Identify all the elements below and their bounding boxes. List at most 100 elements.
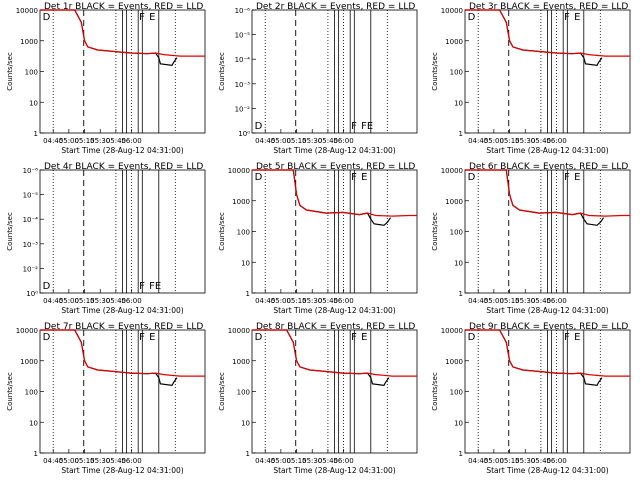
x-tick-label: 06:00	[546, 137, 566, 145]
detector-panel-7: Det 7r BLACK = Events, RED = LLD Counts/s…	[6, 322, 206, 475]
y-tick-label: 1000	[445, 198, 463, 206]
x-tick-label: 05:45	[531, 137, 551, 145]
y-tick-label: 100	[450, 69, 463, 77]
y-tick-label: 10⁻⁴	[23, 216, 39, 224]
series-events	[465, 329, 603, 387]
y-tick-label: 1	[459, 450, 463, 458]
panel-title: Det 3r BLACK = Events, RED = LLD	[469, 2, 628, 12]
y-tick-label: 10	[454, 259, 463, 267]
y-tick-label: 100	[450, 389, 463, 397]
x-tick-label: 05:45	[318, 137, 338, 145]
panel-title: Det 4r BLACK = Events, RED = LLD	[44, 162, 203, 172]
y-tick-label: 10	[29, 419, 38, 427]
detector-panel-8: Det 8r BLACK = Events, RED = LLD Counts/s…	[218, 322, 418, 475]
y-axis-label: Counts/sec	[431, 212, 439, 251]
event-marker-E: E	[155, 281, 161, 292]
y-axis-label: Counts/sec	[431, 372, 439, 411]
event-marker-D: D	[255, 121, 263, 132]
series-lld	[465, 9, 630, 57]
event-marker-F: F	[564, 12, 570, 23]
x-tick-label: 05:00	[271, 457, 291, 465]
event-marker-D: D	[255, 332, 263, 343]
y-tick-label: 10	[241, 259, 250, 267]
x-tick-label: 04:45	[43, 297, 63, 305]
x-tick-label: 05:30	[515, 137, 535, 145]
y-tick-label: 10	[454, 419, 463, 427]
y-tick-label: 10⁻⁵	[235, 32, 251, 40]
series-lld	[252, 169, 417, 217]
event-marker-E: E	[574, 172, 580, 183]
event-marker-D: D	[255, 172, 263, 183]
event-marker-E: E	[361, 172, 367, 183]
y-tick-label: 1000	[20, 38, 38, 46]
y-tick-label: 10⁰	[26, 290, 38, 298]
event-marker-D: D	[43, 281, 51, 292]
y-tick-label: 100	[25, 389, 38, 397]
x-axis-title: Start Time (28-Aug-12 04:31:00)	[486, 306, 608, 315]
y-axis-label: Counts/sec	[6, 372, 14, 411]
x-tick-label: 05:45	[106, 457, 126, 465]
x-tick-label: 06:00	[333, 137, 353, 145]
x-tick-label: 04:45	[468, 297, 488, 305]
event-marker-F: F	[361, 121, 367, 132]
event-marker-F: F	[564, 332, 570, 343]
y-tick-label: 1	[34, 130, 38, 138]
y-tick-label: 10000	[228, 167, 250, 175]
x-tick-label: 05:15	[286, 297, 306, 305]
event-marker-D: D	[43, 332, 51, 343]
x-tick-label: 06:00	[121, 297, 141, 305]
y-tick-label: 10000	[441, 327, 463, 335]
x-tick-label: 04:45	[255, 457, 275, 465]
x-tick-label: 05:15	[286, 137, 306, 145]
x-tick-label: 06:00	[333, 457, 353, 465]
y-tick-label: 10⁻²	[235, 105, 251, 113]
y-tick-label: 1000	[20, 358, 38, 366]
x-tick-label: 05:30	[90, 297, 110, 305]
panel-title: Det 1r BLACK = Events, RED = LLD	[44, 2, 203, 12]
detector-panel-3: Det 3r BLACK = Events, RED = LLD Counts/s…	[431, 2, 631, 155]
detector-panel-9: Det 9r BLACK = Events, RED = LLD Counts/s…	[431, 322, 631, 475]
series-lld	[40, 9, 205, 57]
series-lld	[465, 329, 630, 377]
x-tick-label: 05:15	[499, 137, 519, 145]
detector-panel-6: Det 6r BLACK = Events, RED = LLD Counts/s…	[431, 162, 631, 315]
event-marker-E: E	[149, 12, 155, 23]
x-tick-label: 05:00	[59, 457, 79, 465]
x-tick-label: 04:45	[43, 457, 63, 465]
y-axis-label: Counts/sec	[431, 52, 439, 91]
y-tick-label: 1000	[232, 358, 250, 366]
x-tick-label: 04:45	[468, 137, 488, 145]
x-tick-label: 04:45	[255, 137, 275, 145]
y-tick-label: 100	[25, 69, 38, 77]
y-tick-label: 100	[237, 229, 250, 237]
x-tick-label: 04:45	[43, 137, 63, 145]
x-tick-label: 05:30	[90, 137, 110, 145]
event-marker-E: E	[367, 121, 373, 132]
y-tick-label: 10	[29, 99, 38, 107]
x-axis-title: Start Time (28-Aug-12 04:31:00)	[273, 306, 395, 315]
x-tick-label: 05:30	[302, 457, 322, 465]
x-tick-label: 05:00	[271, 137, 291, 145]
x-tick-label: 05:15	[286, 457, 306, 465]
event-marker-D: D	[468, 172, 476, 183]
y-tick-label: 1000	[445, 358, 463, 366]
series-events	[465, 9, 603, 66]
panel-title: Det 8r BLACK = Events, RED = LLD	[256, 322, 415, 332]
x-tick-label: 05:00	[484, 297, 504, 305]
panel-title: Det 2r BLACK = Events, RED = LLD	[256, 2, 415, 12]
x-axis-title: Start Time (28-Aug-12 04:31:00)	[273, 146, 395, 155]
y-tick-label: 10⁻⁴	[235, 56, 251, 64]
x-tick-label: 06:00	[333, 297, 353, 305]
detector-panel-4: Det 4r BLACK = Events, RED = LLD Counts/s…	[6, 162, 206, 315]
y-tick-label: 10000	[16, 7, 38, 15]
event-marker-E: E	[574, 12, 580, 23]
x-axis-title: Start Time (28-Aug-12 04:31:00)	[273, 466, 395, 475]
detector-panel-5: Det 5r BLACK = Events, RED = LLD Counts/s…	[218, 162, 418, 315]
event-marker-F: F	[564, 172, 570, 183]
y-tick-label: 10000	[441, 167, 463, 175]
y-axis-label: Counts/sec	[6, 212, 14, 251]
x-tick-label: 05:45	[318, 457, 338, 465]
panel-title: Det 6r BLACK = Events, RED = LLD	[469, 162, 628, 172]
event-marker-E: E	[149, 332, 155, 343]
